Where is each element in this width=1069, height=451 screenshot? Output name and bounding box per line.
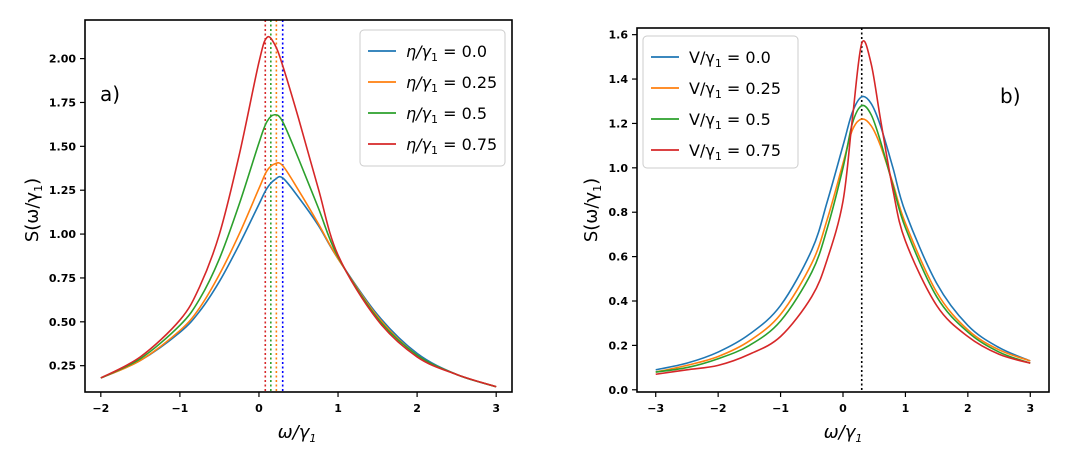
series-line-3 xyxy=(100,35,497,388)
y-tick-label: 2.00 xyxy=(49,53,76,66)
series-line-1 xyxy=(100,161,497,388)
x-axis-label: ω/γ1 xyxy=(278,422,317,445)
legend-entry-2: η/γ1 = 0.5 xyxy=(406,104,487,126)
panel-a: −2 −1 0 1 2 3 0.25 0.50 0.75 1.00 1.25 1.50 1.75 2.00… xyxy=(22,19,513,445)
x-tick-label: 0 xyxy=(255,402,263,415)
series-line-3 xyxy=(655,40,1031,376)
y-tick-label: 1.75 xyxy=(49,96,76,109)
y-tick-label: 1.25 xyxy=(49,184,76,197)
x-tick-label: 2 xyxy=(413,402,421,415)
series-line-0 xyxy=(100,175,497,388)
legend-entry-1: V/γ1 = 0.25 xyxy=(689,79,781,101)
y-tick-label: 0.75 xyxy=(49,272,76,285)
legend-entry-0: V/γ1 = 0.0 xyxy=(689,48,771,70)
panel-label: b) xyxy=(1000,84,1021,108)
x-tick-label: −1 xyxy=(171,402,188,415)
y-axis-label: S(ω/γ1) xyxy=(581,178,604,242)
series-line-0 xyxy=(655,95,1031,371)
legend-box xyxy=(359,29,506,167)
y-tick-label: 0.8 xyxy=(609,206,629,219)
y-tick-label: 0.0 xyxy=(609,384,629,397)
x-tick-label: 2 xyxy=(964,402,972,415)
x-tick-label: 3 xyxy=(492,402,500,415)
x-tick-label: 0 xyxy=(839,402,847,415)
y-tick-label: 1.4 xyxy=(609,73,629,86)
series-line-2 xyxy=(100,113,497,388)
y-tick-label: 0.2 xyxy=(609,339,629,352)
legend-box xyxy=(642,35,799,169)
legend-entry-1: η/γ1 = 0.25 xyxy=(406,73,497,95)
y-tick-label: 0.4 xyxy=(609,295,629,308)
axes-frame xyxy=(84,19,513,393)
y-tick-label: 0.6 xyxy=(609,251,629,264)
x-tick-label: −2 xyxy=(710,402,727,415)
y-tick-label: 1.2 xyxy=(609,117,629,130)
x-tick-label: −2 xyxy=(92,402,109,415)
legend-entry-3: V/γ1 = 0.75 xyxy=(689,141,781,163)
x-tick-label: −3 xyxy=(647,402,664,415)
series-line-2 xyxy=(655,104,1031,373)
x-axis-label: ω/γ1 xyxy=(824,422,863,445)
y-tick-label: 0.50 xyxy=(49,316,76,329)
panel-label: a) xyxy=(100,82,120,106)
legend-entry-3: η/γ1 = 0.75 xyxy=(406,135,497,157)
legend-entry-2: V/γ1 = 0.5 xyxy=(689,110,771,132)
x-tick-label: 3 xyxy=(1026,402,1034,415)
legend-entry-0: η/γ1 = 0.0 xyxy=(406,42,487,64)
legend: η/γ1 = 0.0 η/γ1 = 0.25 η/γ1 = 0.5 η/γ1 = 0.… xyxy=(359,29,506,167)
y-tick-label: 0.25 xyxy=(49,360,76,373)
x-tick-label: 1 xyxy=(334,402,342,415)
y-axis-label: S(ω/γ1) xyxy=(22,178,45,242)
y-tick-label: 1.0 xyxy=(609,162,629,175)
legend: V/γ1 = 0.0 V/γ1 = 0.25 V/γ1 = 0.5 V/γ1 = 0.… xyxy=(642,35,799,169)
y-tick-label: 1.50 xyxy=(49,140,76,153)
y-tick-label: 1.00 xyxy=(49,228,76,241)
series-line-1 xyxy=(655,118,1031,373)
y-tick-label: 1.6 xyxy=(609,29,629,42)
x-tick-label: −1 xyxy=(772,402,789,415)
x-tick-label: 1 xyxy=(902,402,910,415)
panel-b: −3 −2 −1 0 1 2 3 0.0 0.2 0.4 0.6 0.8 1.0 1.2 1.4 1.6 ω/γ… xyxy=(581,27,1050,445)
